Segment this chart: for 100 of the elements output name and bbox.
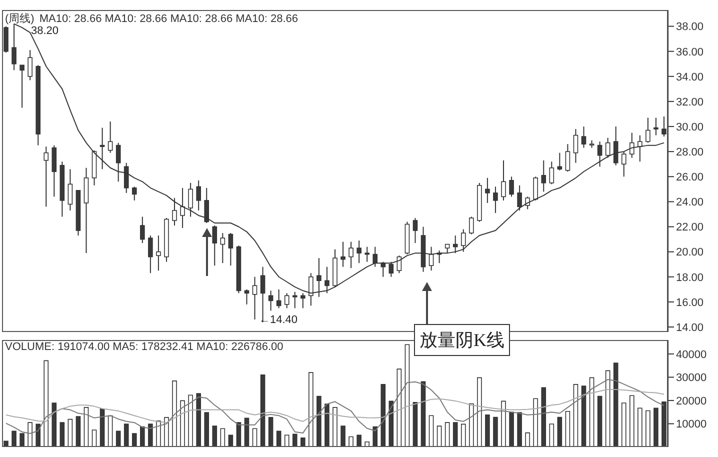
bar (444, 422, 450, 447)
line-series (6, 379, 664, 434)
candlestick (108, 121, 113, 154)
candlestick (28, 50, 32, 81)
bar (477, 377, 482, 447)
bar (212, 426, 218, 447)
bar (68, 418, 73, 447)
bar (324, 404, 330, 447)
candlestick (196, 180, 201, 211)
bar (549, 424, 554, 447)
bar (332, 407, 338, 447)
bar (654, 408, 658, 447)
candlestick (68, 168, 73, 211)
candlestick (148, 235, 153, 274)
candlestick (116, 142, 121, 182)
candlestick (388, 261, 394, 278)
bar (605, 370, 610, 447)
bar (60, 422, 65, 447)
bar (124, 424, 129, 447)
candlestick (509, 176, 514, 198)
bar (517, 412, 522, 447)
candlestick (565, 144, 570, 172)
candlestick (172, 197, 177, 226)
bar (372, 426, 378, 447)
candlestick (613, 126, 618, 166)
y-tick-label: 38.00 (676, 21, 704, 34)
candlestick (20, 64, 24, 108)
bar (509, 412, 514, 447)
y-tick-label: 18.00 (676, 272, 704, 284)
bar (565, 411, 570, 447)
candlestick (493, 186, 498, 214)
candlestick (52, 144, 57, 198)
candlestick (188, 182, 193, 218)
bar (525, 432, 530, 447)
bar (356, 434, 362, 447)
bar (44, 360, 49, 447)
candlestick (452, 235, 458, 254)
bar (485, 414, 490, 447)
candlestick (549, 161, 554, 185)
y-tick-label: 22.00 (676, 222, 704, 234)
candlestick (597, 141, 602, 168)
candlestick (646, 117, 650, 144)
bar (268, 417, 274, 447)
candlestick (557, 152, 562, 171)
bar (533, 398, 538, 447)
y-tick-label: 10000 (676, 418, 707, 431)
line-series (6, 389, 664, 424)
annotation: 38.20 (31, 25, 59, 37)
candlestick (124, 162, 129, 194)
bar (36, 424, 40, 447)
bar (557, 416, 562, 447)
candlestick (100, 127, 105, 170)
bar (156, 420, 161, 447)
candlestick (460, 228, 466, 252)
candlestick (228, 232, 234, 266)
bar (12, 430, 16, 447)
candlestick (284, 292, 290, 309)
bar (581, 386, 586, 447)
bar (428, 415, 434, 447)
candlestick (581, 126, 586, 148)
annotation: MA10: 28.66 MA10: 28.66 MA10: 28.66 MA10: 28.66 (39, 13, 298, 25)
candlestick (212, 225, 218, 266)
candlestick (364, 246, 370, 262)
y-tick-label: 34.00 (676, 71, 704, 84)
candlestick (132, 186, 137, 201)
bar (348, 436, 354, 447)
bar (629, 395, 634, 447)
bar (597, 396, 602, 447)
y-tick-label: 20.00 (676, 246, 704, 259)
bar (260, 374, 266, 447)
candlestick (204, 187, 210, 224)
bar (316, 396, 322, 447)
candlestick (412, 217, 418, 244)
chart-title: (周线) (5, 13, 34, 25)
candlestick (356, 240, 362, 264)
bar (148, 424, 153, 447)
annotation: 放量阴K线 (414, 324, 510, 356)
bar (469, 403, 474, 447)
bar (613, 362, 618, 447)
bar (541, 387, 546, 447)
candlestick (621, 151, 626, 178)
candlestick (340, 241, 346, 268)
candlestick (469, 216, 474, 235)
candlestick (276, 288, 282, 309)
candlestick (629, 132, 634, 158)
candlestick (485, 177, 490, 204)
candlestick (517, 184, 522, 211)
bar (380, 384, 386, 447)
bar (20, 433, 24, 447)
candlestick (44, 146, 49, 208)
bar (92, 430, 97, 447)
candlestick (372, 246, 378, 268)
y-tick-label: 28.00 (676, 146, 704, 158)
bar (412, 402, 418, 447)
y-tick-label: 40000 (676, 348, 707, 361)
annotation: VOLUME: 191074.00 MA5: 178232.41 MA10: 226786.00 (5, 341, 284, 353)
candlestick (533, 176, 538, 201)
bar (76, 416, 81, 447)
bar (164, 417, 169, 447)
candlestick (541, 160, 546, 192)
